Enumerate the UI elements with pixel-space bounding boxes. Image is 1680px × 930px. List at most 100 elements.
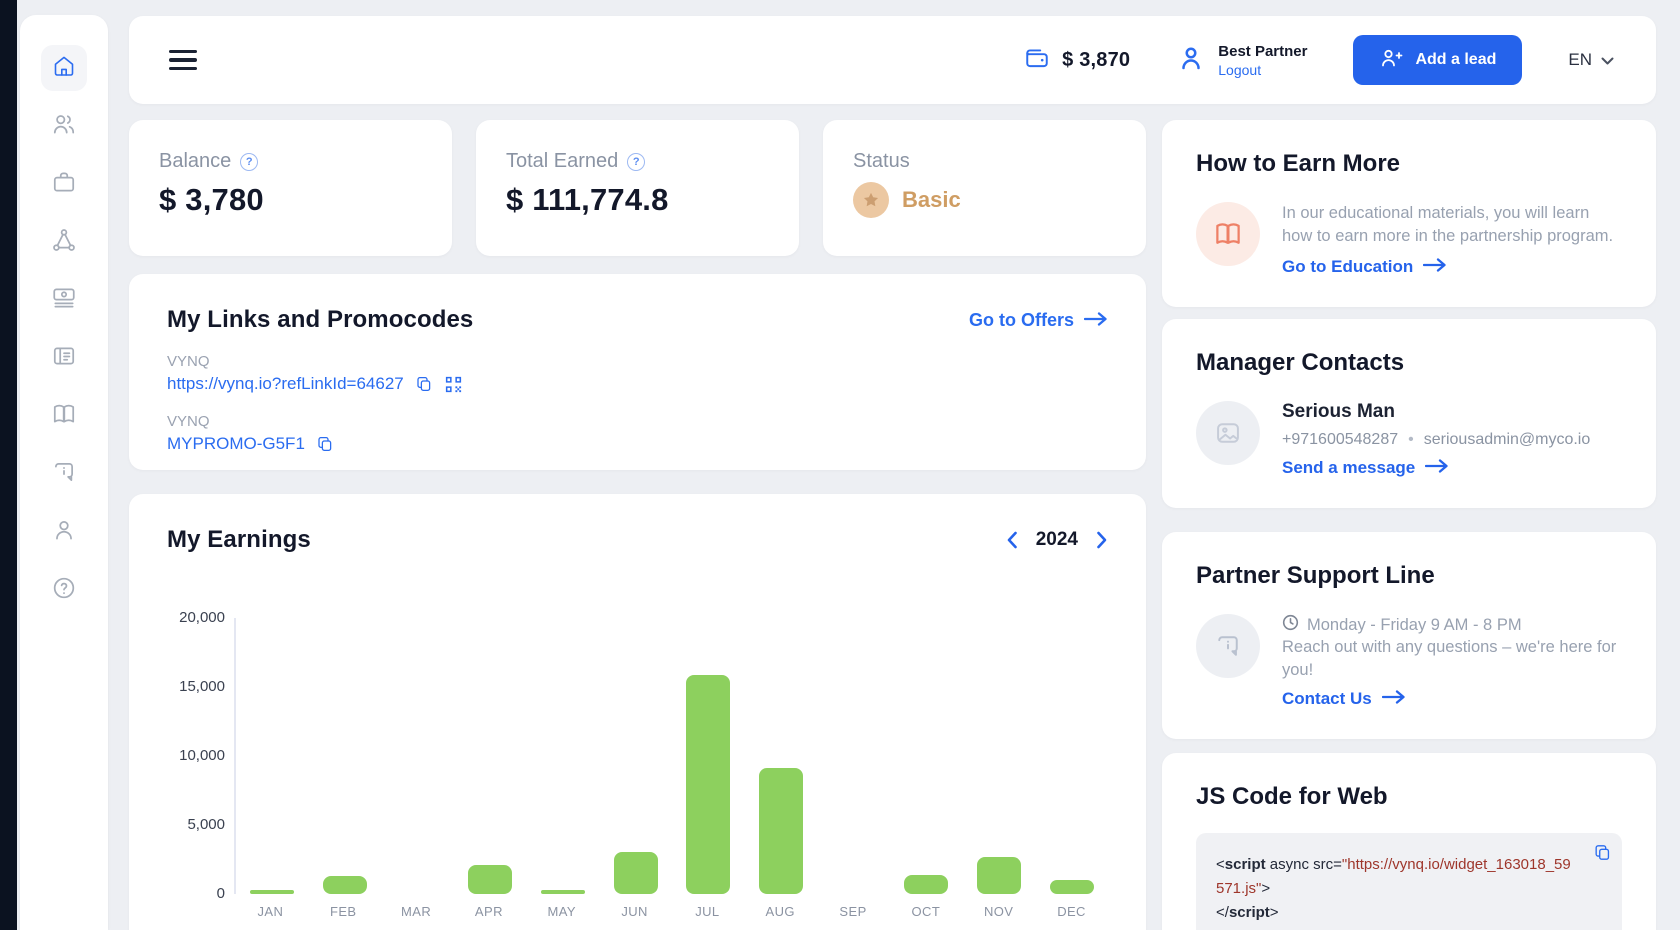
sidebar	[20, 15, 108, 930]
bar-nov	[963, 618, 1036, 894]
user-menu: Best Partner Logout	[1176, 43, 1307, 78]
support-text: Reach out with any questions – we're her…	[1282, 638, 1617, 680]
add-lead-button[interactable]: Add a lead	[1353, 35, 1523, 85]
sidebar-item-help[interactable]	[41, 567, 87, 613]
bar-jan	[236, 618, 309, 894]
y-tick-label: 20,000	[179, 609, 225, 626]
send-message-label: Send a message	[1282, 458, 1416, 478]
y-tick-label: 5,000	[187, 816, 225, 833]
month-label: JUN	[621, 904, 648, 919]
copy-icon[interactable]	[316, 435, 334, 453]
bar-apr	[454, 618, 527, 894]
manager-contacts-card: Manager Contacts Serious Man +9716005482…	[1162, 319, 1656, 509]
month-label: DEC	[1057, 904, 1086, 919]
person-icon	[51, 517, 77, 548]
support-title: Partner Support Line	[1196, 562, 1435, 590]
cash-icon	[51, 285, 77, 316]
manager-name: Serious Man	[1282, 401, 1395, 423]
home-icon	[51, 53, 77, 84]
month-label: MAY	[547, 904, 576, 919]
month-label: APR	[474, 904, 503, 919]
balance-label: Balance	[159, 150, 232, 172]
clock-icon	[1282, 614, 1299, 636]
month-label: OCT	[911, 904, 941, 919]
total-earned-help-icon[interactable]: ?	[627, 152, 646, 171]
contact-us-link[interactable]: Contact Us	[1282, 689, 1622, 709]
help-icon	[51, 575, 77, 606]
sidebar-item-referrals[interactable]	[41, 103, 87, 149]
add-person-icon	[1379, 46, 1403, 75]
month-label: AUG	[765, 904, 795, 919]
sidebar-item-faq[interactable]	[41, 451, 87, 497]
briefcase-icon	[51, 169, 77, 200]
chevron-right-icon[interactable]	[1096, 531, 1108, 549]
arrow-right-icon	[1423, 257, 1447, 277]
year-navigation: 2024	[1006, 529, 1108, 551]
sidebar-item-network[interactable]	[41, 219, 87, 265]
month-label: JAN	[257, 904, 284, 919]
month-label: MAR	[401, 904, 432, 919]
arrow-right-icon	[1083, 310, 1108, 331]
bar-jun	[599, 618, 672, 894]
qr-code-icon[interactable]	[444, 375, 463, 394]
month-label: NOV	[984, 904, 1014, 919]
send-message-link[interactable]: Send a message	[1282, 458, 1590, 478]
go-to-offers-link[interactable]: Go to Offers	[969, 310, 1108, 331]
go-to-education-label: Go to Education	[1282, 257, 1414, 277]
language-selector[interactable]: EN	[1568, 50, 1614, 70]
js-code-card: JS Code for Web <script async src="https…	[1162, 753, 1656, 930]
earnings-title: My Earnings	[167, 526, 311, 553]
logout-link[interactable]: Logout	[1218, 61, 1262, 78]
sidebar-item-reports[interactable]	[41, 335, 87, 381]
bar-may	[527, 618, 600, 894]
wallet-balance: $ 3,870	[1024, 45, 1130, 76]
promocode-item: VYNQ MYPROMO-G5F1	[167, 413, 1108, 454]
month-label: SEP	[839, 904, 867, 919]
education-book-icon	[1196, 202, 1260, 266]
wallet-icon	[1024, 45, 1050, 76]
network-icon	[51, 227, 77, 258]
status-card: Status Basic	[823, 120, 1146, 256]
bar-aug	[745, 618, 818, 894]
year-value: 2024	[1035, 529, 1078, 550]
support-line-card: Partner Support Line Monday - Friday 9 A…	[1162, 532, 1656, 740]
chart-plot	[234, 618, 1108, 894]
go-to-education-link[interactable]: Go to Education	[1282, 257, 1622, 277]
copy-icon[interactable]	[415, 375, 433, 393]
info-chat-icon	[1196, 614, 1260, 679]
js-code-box: <script async src="https://vynq.io/widge…	[1196, 833, 1622, 930]
manager-title: Manager Contacts	[1196, 349, 1405, 377]
total-earned-label: Total Earned	[506, 150, 619, 172]
js-code-line-2: </script>	[1216, 904, 1279, 922]
left-edge-strip	[0, 0, 17, 930]
arrow-right-icon	[1381, 689, 1406, 709]
js-code-line-1: <script async src="https://vynq.io/widge…	[1216, 856, 1571, 898]
menu-toggle-button[interactable]	[169, 50, 197, 70]
star-badge-icon	[853, 182, 889, 218]
status-label: Status	[853, 150, 910, 172]
sidebar-item-offers[interactable]	[41, 161, 87, 207]
promocode-value[interactable]: MYPROMO-G5F1	[167, 434, 305, 453]
earnings-chart: 0 5,000 10,000 15,000 20,000 JAN FEB MAR APR MAY…	[167, 609, 1108, 919]
chevron-left-icon[interactable]	[1006, 531, 1018, 549]
balance-card: Balance ? $ 3,780	[129, 120, 452, 256]
sidebar-item-profile[interactable]	[41, 509, 87, 555]
balance-help-icon[interactable]: ?	[240, 152, 259, 171]
bar-sep	[817, 618, 890, 894]
contact-us-label: Contact Us	[1282, 689, 1372, 709]
arrow-right-icon	[1425, 458, 1449, 478]
sidebar-item-home[interactable]	[41, 45, 87, 91]
month-label: JUL	[695, 904, 720, 919]
referral-link-value[interactable]: https://vynq.io?refLinkId=64627	[167, 374, 404, 393]
sidebar-item-education[interactable]	[41, 393, 87, 439]
referral-link-item: VYNQ https://vynq.io?refLinkId=64627	[167, 353, 1108, 394]
user-icon	[1176, 43, 1206, 78]
copy-icon[interactable]	[1593, 843, 1612, 867]
bar-feb	[309, 618, 382, 894]
total-earned-value: $ 111,774.8	[506, 182, 669, 217]
earn-more-text: In our educational materials, you will l…	[1282, 204, 1614, 246]
status-value: Basic	[902, 187, 961, 212]
promocode-label: VYNQ	[167, 413, 210, 430]
sidebar-item-payouts[interactable]	[41, 277, 87, 323]
